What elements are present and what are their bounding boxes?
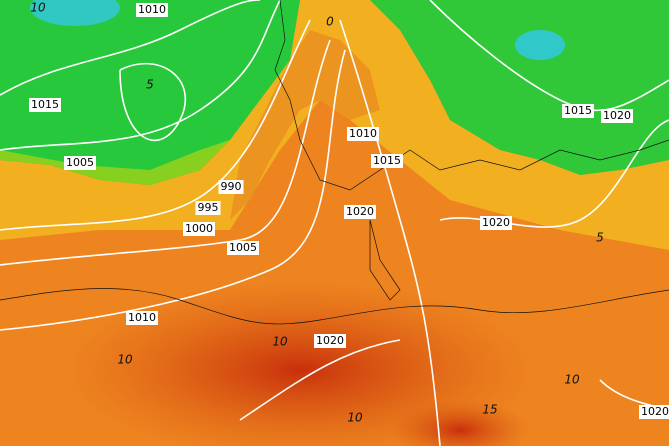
isotherm-label: 10 xyxy=(347,411,363,425)
isobar xyxy=(339,19,441,446)
isobar xyxy=(0,0,281,151)
isobar-label: 1010 xyxy=(128,311,156,324)
coastline xyxy=(369,219,401,301)
isobar xyxy=(0,19,311,231)
isobar-label-box xyxy=(126,311,158,325)
hot-zone xyxy=(390,400,530,446)
isobar-label-box xyxy=(562,104,594,118)
green-zone-east xyxy=(370,0,669,175)
isobar-label: 1010 xyxy=(138,3,166,16)
labels: 1010101510059909951000100510101015102010… xyxy=(29,1,669,425)
warm-zone xyxy=(60,280,540,446)
isobar-label-box xyxy=(218,180,244,194)
isobar-label: 1020 xyxy=(482,216,510,229)
isobar xyxy=(239,339,401,421)
isotherm-label: 15 xyxy=(482,403,497,417)
isobar-label-box xyxy=(29,98,61,112)
isobar-label: 1015 xyxy=(564,104,592,117)
isobar-label: 1005 xyxy=(229,241,257,254)
isobar-label: 1015 xyxy=(373,154,401,167)
isotherm-label: 0 xyxy=(326,15,334,29)
isobar-label-box xyxy=(227,241,259,255)
isobar-label: 990 xyxy=(221,180,242,193)
isobar-label: 1020 xyxy=(346,205,374,218)
isobar xyxy=(119,62,187,141)
isobar xyxy=(0,0,261,96)
isobar-label: 1020 xyxy=(603,109,631,122)
isotherm-label: 10 xyxy=(272,335,288,349)
isobar-label: 1020 xyxy=(316,334,344,347)
green-zone-west xyxy=(0,0,300,185)
isobar-label-box xyxy=(183,222,215,236)
isotherm-label: 5 xyxy=(146,78,154,92)
isobar-label-box xyxy=(347,127,379,141)
isotherm-label: 5 xyxy=(596,231,604,245)
orange-wedge xyxy=(230,30,380,220)
isobar-label-box xyxy=(136,3,168,17)
transition-zone xyxy=(0,140,230,185)
isobar-label-box xyxy=(344,205,376,219)
isobar xyxy=(429,0,669,112)
isobar-label-box xyxy=(639,405,669,419)
yellow-zone xyxy=(0,0,669,250)
isobar-label: 1000 xyxy=(185,222,213,235)
isotherm-label: 10 xyxy=(30,1,46,15)
isobar xyxy=(0,49,346,331)
isobar-label-box xyxy=(371,154,403,168)
cold-spot xyxy=(515,30,565,60)
isobar xyxy=(0,39,331,266)
isotherm-label: 10 xyxy=(564,373,580,387)
isobar-label-box xyxy=(601,109,633,123)
coastline xyxy=(0,288,669,325)
isobar-label-box xyxy=(64,156,96,170)
isotherm-label: 10 xyxy=(117,353,133,367)
cold-spot xyxy=(30,0,120,26)
isobar-label: 995 xyxy=(198,201,219,214)
isobar-label-box xyxy=(480,216,512,230)
isobar-label: 1015 xyxy=(31,98,59,111)
isobar-label: 1010 xyxy=(349,127,377,140)
isobar-label: 1005 xyxy=(66,156,94,169)
isobar-label: 1020 xyxy=(641,405,669,418)
isobar-label-box xyxy=(314,334,346,348)
isobar-label-box xyxy=(195,201,221,215)
